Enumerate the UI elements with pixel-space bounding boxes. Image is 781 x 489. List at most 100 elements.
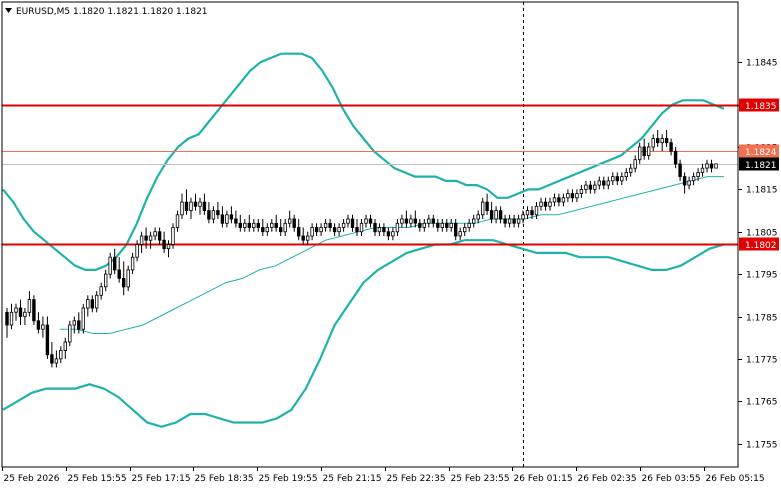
candle-body-bullish <box>364 218 368 224</box>
candle <box>45 316 50 359</box>
candle <box>193 193 198 211</box>
candle-body-bearish <box>328 222 332 228</box>
candle <box>413 210 417 228</box>
candle-body-bullish <box>243 222 247 228</box>
candle-body-bearish <box>122 277 126 288</box>
candle-body-bullish <box>59 349 63 360</box>
candle-body-bearish <box>418 222 422 228</box>
candle <box>647 142 651 160</box>
plot-frame <box>1 1 739 468</box>
candle-body-bullish <box>346 218 350 224</box>
candle-body-bearish <box>642 146 646 156</box>
candle-body-bearish <box>445 222 449 228</box>
candle <box>314 223 319 236</box>
candle-body-bullish <box>548 201 552 207</box>
candle <box>651 134 655 152</box>
candle <box>642 138 646 160</box>
y-tick-label: 1.1785 <box>746 314 778 324</box>
candle-body-bearish <box>489 210 494 220</box>
candle <box>629 163 633 177</box>
candle-body-bearish <box>301 235 305 241</box>
candle-body-bullish <box>377 227 382 233</box>
candle-body-bearish <box>485 201 489 212</box>
candle <box>247 214 251 232</box>
candle-body-bearish <box>436 222 440 228</box>
candle <box>341 219 346 232</box>
candle <box>77 312 81 334</box>
candle <box>50 342 54 368</box>
candle-body-bullish <box>400 218 404 224</box>
candle-body-bullish <box>27 299 32 313</box>
candle <box>530 206 534 219</box>
candle <box>400 214 404 228</box>
candle <box>256 219 260 232</box>
level-tag-resistance <box>739 98 779 112</box>
candle <box>611 172 615 186</box>
x-tick-label: 25 Feb 21:15 <box>323 474 382 484</box>
candle <box>301 227 305 245</box>
candle <box>543 197 548 211</box>
candle-body-bearish <box>113 256 117 271</box>
candle-body-bullish <box>584 184 588 190</box>
y-tick-label: 1.1775 <box>746 356 778 366</box>
candle <box>669 138 673 156</box>
candle <box>593 180 597 194</box>
candle <box>292 214 296 232</box>
candle-body-bullish <box>153 231 157 237</box>
candle <box>422 219 426 232</box>
y-tick-label: 1.1755 <box>746 441 778 451</box>
level-tag-support <box>739 237 779 251</box>
candle-body-bullish <box>624 171 628 177</box>
candle <box>139 231 144 253</box>
candle-body-bullish <box>130 256 135 271</box>
candle-body-bullish <box>198 201 202 207</box>
indicator-layer <box>2 52 725 428</box>
candle-body-bullish <box>440 222 444 228</box>
candle <box>494 206 498 224</box>
candle-body-bullish <box>180 201 184 216</box>
candle <box>597 176 601 190</box>
candle-body-bearish <box>247 222 251 228</box>
candle-body-bullish <box>714 163 718 169</box>
candle-body-bullish <box>81 307 85 330</box>
candle-body-bearish <box>656 138 660 144</box>
candle <box>328 219 332 232</box>
candle-body-bullish <box>606 180 610 186</box>
candle <box>503 214 507 228</box>
candle-body-bullish <box>651 138 655 148</box>
candle-body-bullish <box>660 138 664 144</box>
candle <box>386 227 391 241</box>
candle-body-bullish <box>23 311 27 317</box>
candle-body-bullish <box>270 222 274 228</box>
candle <box>166 240 171 258</box>
candle-body-bearish <box>184 201 189 212</box>
candle <box>588 180 593 194</box>
symbol-dropdown-icon[interactable] <box>5 8 12 13</box>
candle-body-bearish <box>682 176 687 186</box>
candle-body-bullish <box>579 188 584 194</box>
candle-body-bullish <box>171 227 175 245</box>
candle-body-bullish <box>148 235 153 241</box>
candle <box>507 214 512 228</box>
candle <box>453 219 458 241</box>
candle-body-bearish <box>503 218 507 224</box>
candle <box>575 189 579 203</box>
candle <box>664 130 669 147</box>
x-tick-label: 25 Feb 23:55 <box>451 474 510 484</box>
candle <box>391 227 395 241</box>
candle-body-bullish <box>539 201 543 207</box>
candle <box>584 180 588 194</box>
candle-body-bearish <box>207 210 211 220</box>
candle <box>467 219 471 232</box>
candle <box>189 197 193 219</box>
candle <box>602 176 606 190</box>
candle <box>364 214 368 228</box>
candle-body-bullish <box>525 210 530 216</box>
candle-body-bullish <box>516 218 521 224</box>
candle <box>265 223 269 236</box>
candle <box>579 185 584 198</box>
candle-body-bullish <box>305 235 310 241</box>
candle-body-bullish <box>422 222 426 228</box>
bollinger-upper-line <box>2 52 725 271</box>
candle <box>462 223 467 236</box>
